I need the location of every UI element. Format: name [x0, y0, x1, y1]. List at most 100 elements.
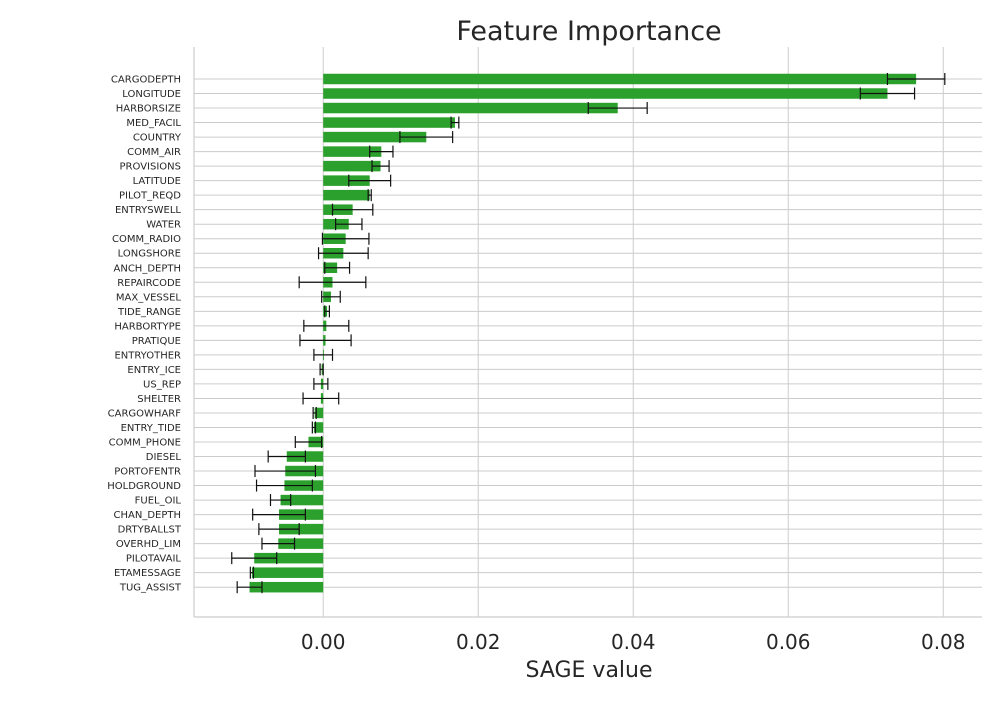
y-tick-label: FUEL_OIL: [135, 496, 182, 507]
error-bar: [311, 421, 317, 434]
bar: [278, 538, 324, 549]
y-tick-label: SHELTER: [137, 394, 181, 405]
bar: [251, 567, 324, 578]
error-bar: [313, 348, 334, 361]
y-tick-label: US_REP: [143, 379, 181, 390]
y-tick-label: CARGODEPTH: [111, 75, 181, 86]
y-tick-label: PILOT_REQD: [119, 191, 181, 202]
error-bar: [399, 131, 454, 144]
error-bar: [231, 552, 278, 565]
axis-layer: [193, 47, 982, 618]
y-tick-label: PRATIQUE: [132, 336, 181, 347]
error-bar: [369, 145, 394, 158]
error-bar: [299, 334, 352, 347]
error-bar: [335, 218, 363, 231]
x-tick-label: 0.02: [456, 630, 501, 654]
y-tick-label: ENTRY_ICE: [127, 365, 181, 376]
y-tick-label: PORTOFENTR: [114, 467, 181, 478]
bar: [323, 88, 888, 99]
y-tick-label: TIDE_RANGE: [117, 307, 181, 318]
y-tick-label: COMM_AIR: [127, 147, 181, 158]
error-bar: [312, 406, 317, 419]
error-bar: [324, 305, 331, 318]
error-bar: [294, 436, 323, 448]
y-tick-label: MED_FACIL: [126, 118, 181, 129]
error-bar: [371, 160, 390, 173]
y-tick-label: COMM_RADIO: [112, 234, 181, 245]
error-bar: [886, 73, 946, 85]
y-tick-label: DRTYBALLST: [118, 525, 182, 536]
error-bar: [450, 116, 460, 129]
error-bar: [258, 523, 300, 536]
y-tick-label: HARBORSIZE: [116, 104, 181, 115]
bar: [323, 189, 370, 201]
y-tick-label: CARGOWHARF: [108, 408, 182, 419]
y-tick-label: HOLDGROUND: [107, 481, 181, 492]
y-tick-label: WATER: [146, 220, 181, 231]
error-bar: [269, 494, 292, 507]
x-axis-label: SAGE value: [525, 658, 652, 683]
bar: [323, 160, 381, 172]
bar: [323, 102, 618, 114]
bar: [314, 407, 324, 419]
bar: [280, 494, 324, 506]
y-tick-label: COUNTRY: [133, 133, 182, 144]
y-tick-label: ENTRYOTHER: [114, 350, 181, 361]
error-bar: [348, 174, 392, 187]
error-bar: [303, 319, 350, 332]
x-tick-label: 0.00: [301, 630, 346, 654]
bar: [313, 422, 324, 433]
y-tick-label: DIESEL: [146, 452, 182, 463]
error-bar: [255, 479, 313, 492]
label-layer: 0.00 0.02 0.04 0.06 0.08 CARGODEPTH LONGITUDE H…: [107, 75, 965, 655]
bar: [323, 175, 370, 186]
bar: [323, 73, 917, 85]
error-bar: [254, 465, 317, 478]
y-tick-label: MAX_VESSEL: [116, 292, 181, 303]
y-tick-label: REPAIRCODE: [117, 278, 181, 289]
x-tick-label: 0.06: [766, 630, 811, 654]
bar: [249, 581, 324, 593]
error-bar: [249, 566, 255, 579]
y-tick-label: COMM_PHONE: [109, 438, 181, 449]
bar: [323, 146, 382, 157]
y-tick-label: ETAMESSAGE: [114, 568, 181, 579]
error-bar: [252, 508, 306, 521]
y-tick-label: ANCH_DEPTH: [114, 263, 182, 274]
error-bar: [321, 290, 341, 303]
y-tick-label: LONGITUDE: [122, 89, 181, 100]
error-bar: [587, 102, 648, 115]
y-tick-label: ENTRYSWELL: [115, 205, 181, 216]
y-tick-label: ENTRY_TIDE: [121, 423, 181, 434]
chart-title: Feature Importance: [456, 16, 721, 47]
error-bar: [859, 87, 916, 100]
error-bar: [367, 189, 372, 202]
error-bar: [313, 377, 329, 390]
y-tick-label: PILOTAVAIL: [126, 554, 182, 565]
error-bar: [319, 363, 324, 376]
y-tick-label: CHAN_DEPTH: [114, 510, 182, 521]
y-tick-label: TUG_ASSIST: [119, 583, 182, 594]
bar: [323, 117, 455, 128]
x-tick-label: 0.08: [921, 630, 966, 654]
error-bar: [261, 537, 296, 550]
error-bar: [321, 232, 370, 245]
y-tick-label: HARBORTYPE: [114, 321, 181, 332]
error-bar: [267, 450, 306, 463]
y-tick-label: PROVISIONS: [120, 162, 181, 173]
error-bar: [331, 203, 374, 216]
error-bar: [236, 581, 263, 594]
y-tick-label: LATITUDE: [133, 176, 181, 187]
error-bar: [298, 276, 367, 289]
error-bar: [324, 261, 351, 274]
error-bar-layer: [231, 73, 946, 594]
error-bar: [302, 392, 340, 405]
bar: [254, 552, 324, 564]
y-tick-label: OVERHD_LIM: [116, 539, 181, 550]
error-bar: [317, 247, 369, 260]
bar: [323, 131, 427, 143]
x-tick-label: 0.04: [611, 630, 656, 654]
bar: [279, 523, 324, 535]
